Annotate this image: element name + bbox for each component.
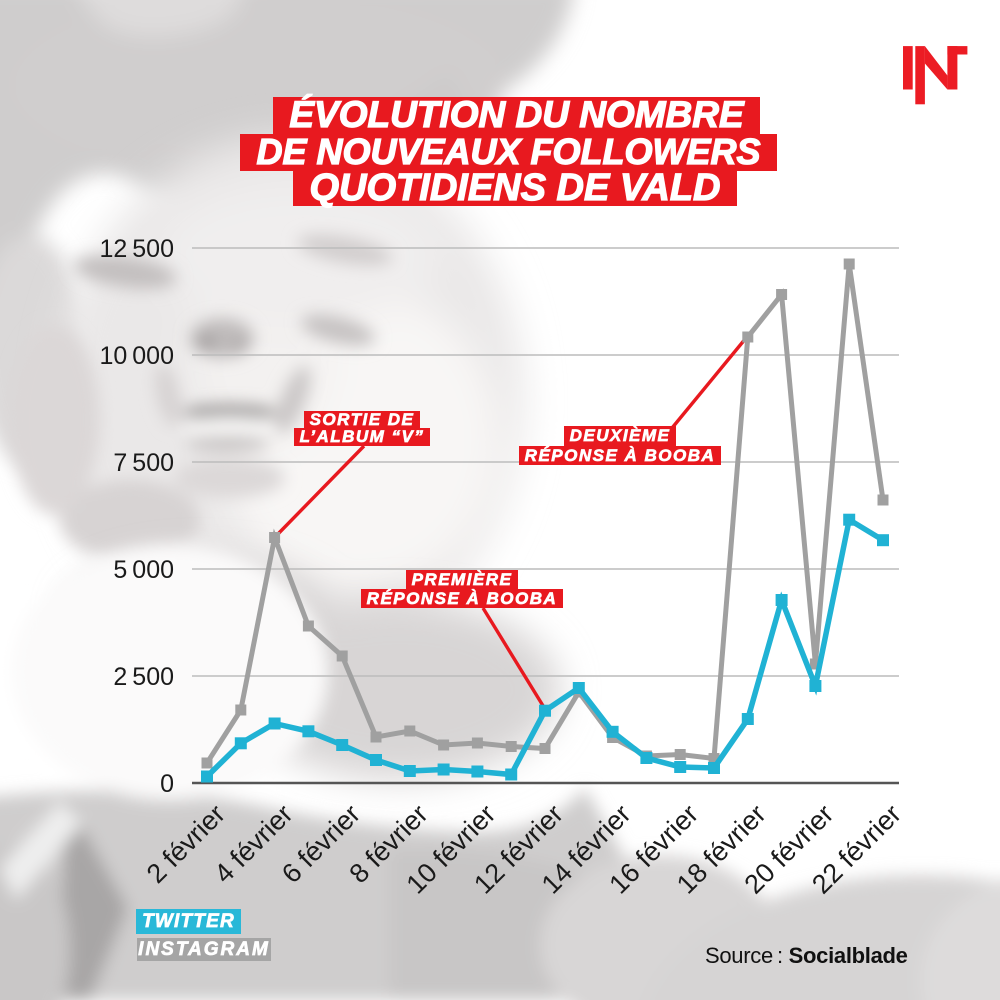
- svg-text:2 500: 2 500: [113, 663, 174, 691]
- svg-text:10 000: 10 000: [99, 342, 174, 370]
- svg-text:7 500: 7 500: [113, 449, 174, 477]
- svg-text:0: 0: [160, 770, 174, 798]
- svg-text:5 000: 5 000: [113, 556, 174, 584]
- svg-text:12 500: 12 500: [99, 235, 174, 263]
